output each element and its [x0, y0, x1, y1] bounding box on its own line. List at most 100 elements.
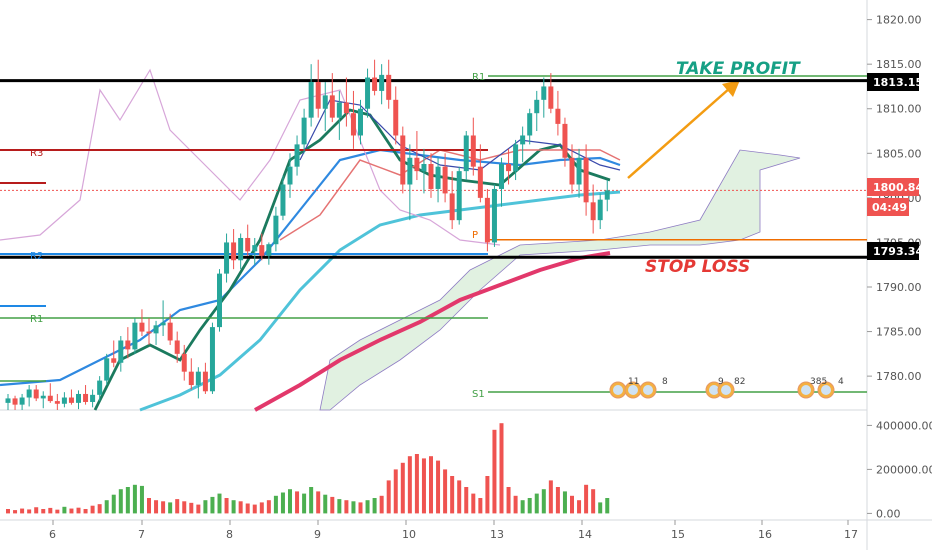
volume-bar: [111, 494, 116, 514]
price-tick-label: 1820.00: [876, 14, 922, 27]
candle-body: [449, 193, 455, 221]
volume-bar: [464, 487, 469, 514]
pivot-s1-label: S1: [472, 389, 485, 400]
candle-body: [132, 322, 138, 350]
volume-bar: [520, 500, 525, 514]
event-flag-inner: [801, 385, 811, 395]
candle-body: [125, 340, 131, 350]
candle-body: [470, 135, 476, 167]
volume-bar: [358, 502, 363, 514]
volume-bar: [598, 502, 603, 514]
time-tick-label: 15: [671, 528, 685, 541]
time-axis[interactable]: 6 7 8 9 10 13 14 15 16 17: [49, 520, 858, 541]
volume-bar: [443, 469, 448, 514]
candle-body: [597, 199, 603, 221]
event-flag-inner: [643, 385, 653, 395]
candle-body: [484, 197, 490, 243]
event-count-label: 82: [734, 377, 745, 387]
take-profit-arrowhead: [722, 80, 740, 97]
cloud-area: [319, 149, 801, 411]
candle-body: [280, 184, 286, 216]
volume-bar: [139, 485, 144, 514]
volume-bar: [457, 480, 462, 514]
volume-bar: [217, 493, 222, 514]
candle-body: [513, 144, 519, 172]
candle-body: [308, 82, 314, 118]
event-flag-inner: [721, 385, 731, 395]
candle-body: [209, 327, 215, 392]
candle-body: [202, 371, 208, 392]
volume-bar: [316, 491, 321, 514]
event-flag-inner: [709, 385, 719, 395]
volume-bar: [555, 487, 560, 514]
candle-body: [90, 394, 96, 402]
volume-axis[interactable]: 400000.00 200000.00 0.00: [867, 419, 932, 520]
volume-bar: [238, 501, 243, 514]
candle-body: [54, 401, 60, 404]
candle-body: [266, 244, 272, 256]
volume-bar: [252, 504, 257, 514]
candle-body: [294, 144, 300, 167]
volume-bar: [499, 423, 504, 514]
volume-bar: [245, 503, 250, 514]
candle-body: [153, 325, 159, 334]
volume-bar: [393, 469, 398, 514]
volume-bar: [421, 458, 426, 514]
volume-bar: [104, 500, 109, 514]
volume-bar: [330, 496, 335, 514]
volume-bar: [414, 454, 419, 514]
candle-body: [19, 397, 25, 405]
event-count-label: 4: [838, 377, 844, 387]
pivot-r3-label: R3: [30, 148, 43, 159]
volume-bar: [337, 499, 342, 514]
candle-body: [97, 380, 103, 395]
candle-body: [287, 166, 293, 185]
resistance-price-text: 1813.15: [873, 76, 923, 89]
volume-bar: [231, 500, 236, 514]
event-flag-inner: [613, 385, 623, 395]
economic-events[interactable]: 11 8 9 82 385 4: [609, 377, 844, 399]
candle-body: [477, 166, 483, 198]
countdown-text: 04:49: [872, 201, 907, 214]
event-count-label: 8: [662, 377, 668, 387]
candle-body: [118, 340, 124, 363]
volume-bar: [471, 493, 476, 514]
event-flag-inner: [628, 385, 638, 395]
candle-body: [463, 135, 469, 172]
volume-bar: [147, 498, 151, 514]
volume-bar: [118, 489, 123, 514]
time-tick-label: 7: [138, 528, 145, 541]
candle-body: [534, 99, 540, 114]
candle-body: [224, 242, 230, 274]
countdown-tag: [867, 198, 909, 216]
volume-bar: [309, 487, 314, 514]
volume-bar: [196, 504, 201, 514]
volume-bar: [203, 500, 208, 514]
resistance-price-tag: [867, 73, 919, 91]
candle-body: [188, 371, 194, 386]
volume-bar: [344, 500, 349, 514]
volume-bar: [513, 495, 518, 514]
volume-bar: [527, 498, 532, 514]
volume-bar: [259, 502, 264, 514]
candle-body: [421, 164, 427, 172]
volume-bar: [365, 500, 370, 514]
volume-bar: [605, 498, 610, 514]
candle-body: [47, 395, 53, 402]
volume-bar: [34, 507, 39, 514]
candle-body: [301, 117, 307, 145]
candle-body: [160, 322, 166, 326]
candle-body: [569, 157, 575, 185]
volume-bar: [288, 489, 292, 514]
candle-body: [442, 166, 448, 194]
support-price-tag: [867, 242, 919, 260]
support-price-text: 1793.34: [873, 245, 923, 258]
candle-body: [372, 77, 378, 91]
candle-body: [393, 99, 399, 136]
volume-bar: [436, 460, 441, 514]
pivot-r1-label: R1: [30, 314, 43, 325]
candle-body: [520, 135, 526, 145]
volume-bar: [125, 487, 130, 514]
volume-bar: [379, 495, 384, 514]
